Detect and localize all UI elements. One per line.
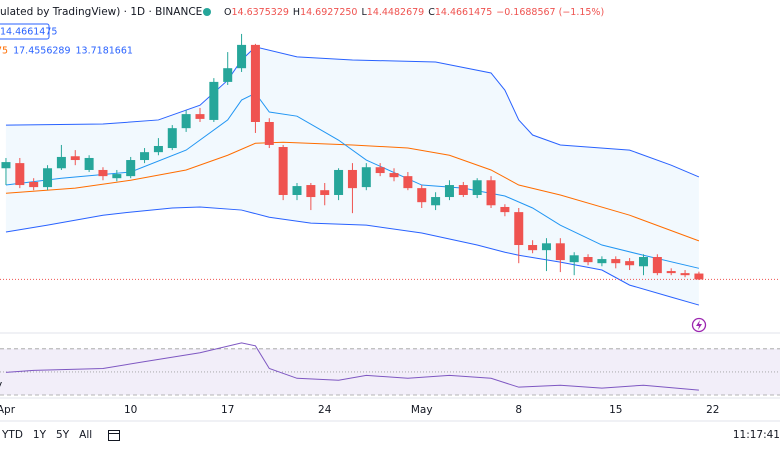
candle-body [43,168,53,188]
candle-body [15,163,25,186]
candle-body [666,271,676,274]
candle-body [375,167,385,174]
c-label: C [428,7,435,18]
candle-body [472,180,482,195]
candle-body [223,68,233,82]
event-bolt [696,320,702,330]
x-tick-label: 17 [221,404,234,416]
candle-body [278,147,288,195]
candle-body [334,169,344,195]
candle-body [569,255,579,263]
candle-body [209,81,219,120]
indicator-line [5,46,700,178]
price-box [0,23,50,40]
calendar-body [108,430,120,441]
candle-body [29,181,39,188]
candle-body [458,185,468,195]
x-tick-label: 24 [318,404,332,416]
candle-body [528,245,538,251]
plot: y Apr 10 17 24 May 8 15 22 [0,33,780,416]
candle-body [1,162,11,169]
status-dot [203,8,211,16]
legend: 75 17.4556289 13.7181661 [0,46,133,57]
open: 14.6375329 [231,7,288,18]
h-label: H [293,7,300,18]
candle-body [431,197,441,206]
candle-body [320,190,330,195]
candle-body [694,273,704,280]
time: 11:17:41 [733,429,780,441]
indicator-line [5,92,700,269]
change: −0.1688567 (−1.15%) [496,7,604,18]
l-label: L [361,7,367,18]
candle-body [417,188,427,203]
candle-body [500,206,510,213]
candle-body [611,259,621,264]
ohlc: O14.6375329 H14.6927250 L14.4482679 C14.466… [224,7,604,18]
low: 14.4482679 [367,7,424,18]
candle-body [403,176,413,189]
x-tick-label: 8 [515,404,522,416]
candle-body [555,243,565,261]
close: 14.4661475 [435,7,492,18]
x-tick-label: Apr [0,404,16,416]
candle-body [444,185,454,198]
header: ulated by TradingView) · 1D · BINANCE [0,6,202,18]
candle-body [56,156,66,169]
candle-body [652,257,662,274]
calendar-icon[interactable] [108,430,120,441]
x-tick-label: 10 [124,404,137,416]
candle-body [167,128,177,149]
x-tick-label: 22 [706,404,719,416]
range-button[interactable]: YTD [1,429,23,441]
candle-body [389,173,399,178]
candle-body [70,156,80,161]
candle-body [237,44,247,69]
legend-value: 75 [0,46,8,57]
candle-body [126,160,136,177]
candle-body [680,273,690,276]
rsi-label: y [0,379,2,391]
x-tick-label: May [411,404,433,416]
candle-body [292,186,302,195]
toolbar: YTD 1Y 5Y All [1,429,92,441]
indicator-line [5,206,700,306]
candle-body [153,145,163,153]
candle-body [583,257,593,263]
legend-value: 17.4556289 [13,46,70,57]
candle-body [486,180,496,206]
range-button[interactable]: 5Y [56,429,70,441]
candle-body [181,114,191,129]
candle-body [638,257,648,267]
range-button[interactable]: 1Y [33,429,47,441]
candle-body [361,167,371,188]
candle-body [140,152,150,161]
candle-body [98,169,108,177]
candle-body [112,174,122,179]
candle-body [264,121,274,145]
range-button[interactable]: All [79,429,92,441]
indicator-line [5,141,700,242]
o-label: O [224,7,231,18]
high: 14.6927250 [300,7,357,18]
rsi-line [5,342,699,391]
candle-body [625,261,635,266]
price-box-text: 14.4661475 [0,27,57,38]
candle-body [541,243,551,251]
legend-value: 13.7181661 [76,46,133,57]
x-tick-label: 15 [609,404,622,416]
candle-body [306,185,316,198]
candle-body [514,212,524,246]
candle-body [597,259,607,264]
source: ulated by TradingView) · 1D · BINANCE [0,6,202,18]
candle-body [195,114,205,119]
candle-body [250,44,260,122]
candle-body [84,157,94,170]
candle-body [347,169,357,189]
